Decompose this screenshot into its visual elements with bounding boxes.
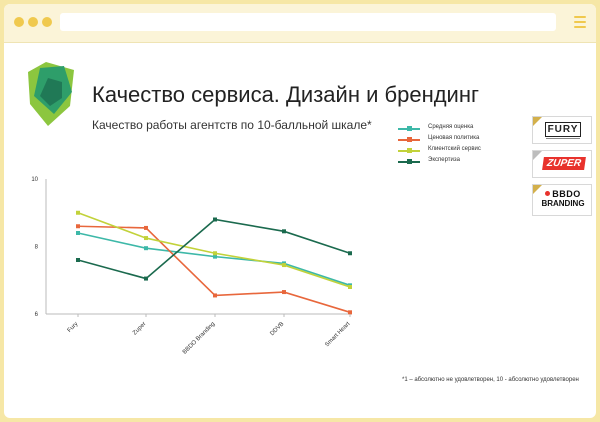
bbdo-logo-line2: BRANDING xyxy=(541,199,585,208)
fury-logo-text: FURY xyxy=(545,122,581,137)
series-line xyxy=(77,212,351,288)
legend-swatch xyxy=(398,126,420,131)
browser-window: Качество сервиса. Дизайн и брендинг Каче… xyxy=(4,4,596,418)
data-point xyxy=(348,310,352,315)
data-point xyxy=(76,231,80,235)
y-tick-label: 6 xyxy=(35,312,39,318)
data-point xyxy=(144,236,148,241)
data-point xyxy=(213,217,217,222)
data-point xyxy=(144,225,148,230)
x-tick-label: Smart Heart xyxy=(324,321,351,348)
x-tick-label: DDVB xyxy=(269,321,285,337)
browser-toolbar xyxy=(4,4,596,43)
legend-label: Клиентский сервис xyxy=(428,146,481,152)
legend-label: Ценовая политика xyxy=(428,135,480,141)
brand-logos: FURY ZUPER BBDO BRANDING xyxy=(532,116,592,222)
slide-logo-icon xyxy=(28,62,74,126)
window-dot-icon[interactable] xyxy=(14,17,24,27)
footnote: *1 – абсолютно не удовлетворен, 10 - абс… xyxy=(402,377,579,383)
x-tick-label: Zuper xyxy=(132,321,147,336)
hamburger-menu-icon[interactable] xyxy=(574,16,586,28)
data-point xyxy=(348,285,352,289)
zuper-logo: ZUPER xyxy=(532,150,592,178)
x-tick-label: BBDO Branding xyxy=(182,321,216,355)
data-point xyxy=(144,246,148,251)
bbdo-branding-logo: BBDO BRANDING xyxy=(532,184,592,216)
legend-swatch xyxy=(398,148,420,153)
data-point xyxy=(144,276,148,281)
legend-label: Средняя оценка xyxy=(428,124,474,130)
window-dot-icon[interactable] xyxy=(42,17,52,27)
data-point xyxy=(76,210,80,215)
legend-label: Экспертиза xyxy=(428,157,460,163)
slide-title: Качество сервиса. Дизайн и брендинг xyxy=(92,82,480,107)
y-tick-label: 8 xyxy=(35,245,39,251)
legend-swatch xyxy=(398,137,420,142)
address-bar[interactable] xyxy=(60,13,556,31)
data-point xyxy=(213,254,217,259)
data-point xyxy=(282,263,286,268)
data-point xyxy=(76,224,80,229)
data-point xyxy=(348,251,352,256)
data-point xyxy=(282,290,286,295)
chart-subtitle: Качество работы агентств по 10-балльной … xyxy=(92,118,372,132)
line-chart: 6 8 10 Fury Zuper BBDO Branding DDVB Smart Hear… xyxy=(31,177,352,356)
fury-logo: FURY xyxy=(532,116,592,144)
window-dot-icon[interactable] xyxy=(28,17,38,27)
data-point xyxy=(282,229,286,234)
legend-swatch xyxy=(398,159,420,164)
x-tick-label: Fury xyxy=(67,321,80,334)
series-line xyxy=(77,232,351,287)
y-tick-label: 10 xyxy=(31,177,38,183)
data-point xyxy=(213,293,217,298)
bbdo-logo-line1: BBDO xyxy=(552,189,581,199)
data-point xyxy=(213,251,217,256)
data-point xyxy=(76,258,80,262)
